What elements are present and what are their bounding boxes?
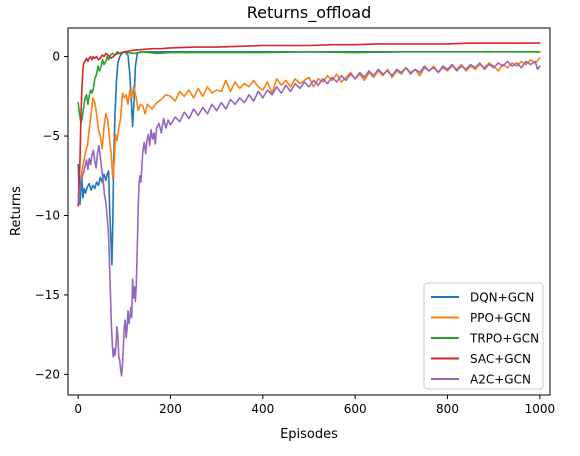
x-tick-label: 200 (159, 402, 182, 416)
legend-label: PPO+GCN (470, 311, 531, 325)
plot-area (67, 27, 551, 396)
x-tick-label: 800 (436, 402, 459, 416)
x-tick-label: 600 (344, 402, 367, 416)
plot-frame (67, 27, 551, 396)
series-line-a2c-gcn (77, 60, 541, 377)
legend-label: SAC+GCN (470, 352, 531, 366)
y-axis: 0 −5 −10 −15 −20 (35, 50, 68, 381)
legend-box (423, 282, 544, 390)
series-layer (77, 42, 541, 377)
x-axis: 0 200 400 600 800 1000 (74, 395, 555, 416)
x-tick-label: 400 (251, 402, 274, 416)
y-tick-label: −20 (35, 367, 60, 381)
y-tick-label: 0 (52, 50, 60, 64)
y-tick-label: −15 (35, 288, 60, 302)
x-tick-label: 0 (74, 402, 82, 416)
x-axis-label: Episodes (280, 427, 338, 442)
legend-label: DQN+GCN (470, 291, 534, 305)
legend: DQN+GCN PPO+GCN TRPO+GCN SAC+GCN A2C+GCN (423, 282, 544, 390)
series-line-sac-gcn (77, 42, 541, 207)
legend-label: A2C+GCN (470, 373, 531, 387)
y-tick-label: −10 (35, 208, 60, 222)
y-tick-label: −5 (42, 129, 60, 143)
x-tick-label: 1000 (525, 402, 556, 416)
series-line-trpo-gcn (77, 50, 541, 125)
series-line-ppo-gcn (77, 57, 541, 198)
chart-title: Returns_offload (247, 3, 371, 23)
y-axis-label: Returns (9, 186, 24, 236)
legend-label: TRPO+GCN (469, 332, 539, 346)
